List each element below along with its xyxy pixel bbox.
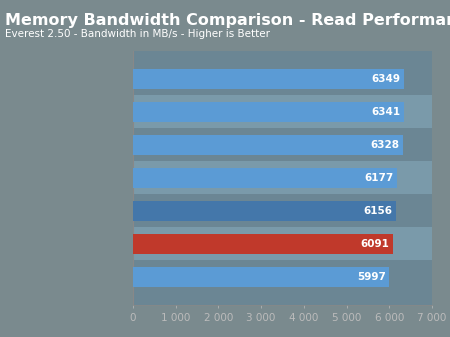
Text: Everest 2.50 - Bandwidth in MB/s - Higher is Better: Everest 2.50 - Bandwidth in MB/s - Highe…	[5, 29, 270, 39]
Text: 5997: 5997	[357, 272, 386, 282]
Text: 6349: 6349	[372, 74, 401, 84]
Text: 6341: 6341	[371, 107, 400, 117]
Bar	[133, 194, 432, 227]
Bar	[133, 261, 432, 294]
Bar	[133, 135, 403, 155]
Text: Memory Bandwidth Comparison - Read Performance: Memory Bandwidth Comparison - Read Perfo…	[5, 13, 450, 28]
Text: 6328: 6328	[371, 140, 400, 150]
Bar	[133, 62, 432, 95]
Text: 6091: 6091	[361, 239, 390, 249]
Text: 6156: 6156	[364, 206, 392, 216]
Bar	[133, 227, 432, 261]
Bar	[133, 102, 404, 122]
Bar	[133, 69, 404, 89]
Bar	[133, 234, 393, 254]
Bar	[133, 168, 397, 188]
Bar	[133, 201, 396, 221]
Text: 6177: 6177	[364, 173, 393, 183]
Bar	[133, 267, 389, 287]
Bar	[133, 128, 432, 161]
Bar	[133, 95, 432, 128]
Bar	[133, 161, 432, 194]
